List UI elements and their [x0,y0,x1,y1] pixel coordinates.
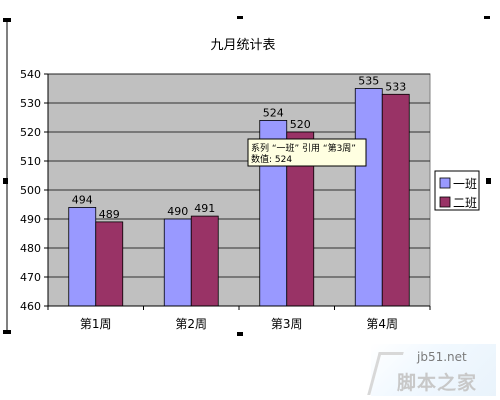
bar-二班-第2周[interactable] [190,215,219,307]
y-tick-label: 500 [20,184,41,197]
x-tick-label: 第4周 [366,317,398,331]
y-tick-label: 540 [20,68,41,81]
x-tick-label: 第3周 [271,317,303,331]
data-label: 494 [72,193,93,206]
y-tick-label: 480 [20,242,41,255]
data-label: 533 [385,80,406,93]
bar-一班-第4周[interactable] [354,88,383,307]
y-tick-label: 520 [20,126,41,139]
x-tick-label: 第2周 [175,317,207,331]
data-label: 491 [194,202,215,215]
legend-swatch [439,177,451,189]
site-watermark: jb51.net 脚本之家 [367,344,496,396]
bar-二班-第1周[interactable] [95,221,124,307]
tooltip-line1: 系列 “一班” 引用 “第3周” [251,142,356,154]
data-tooltip: 系列 “一班” 引用 “第3周” 数值: 524 [247,138,367,167]
x-axis: 第1周 第2周 第3周 第4周 [47,305,431,331]
y-tick-label: 510 [20,155,41,168]
chart-title[interactable]: 九月统计表 [210,38,275,53]
y-tick-label: 530 [20,97,41,110]
y-axis: 460 470 480 490 500 510 520 530 540 [20,68,49,313]
y-tick-label: 490 [20,213,41,226]
data-label: 535 [358,75,379,88]
bar-一班-第1周[interactable] [68,206,97,307]
legend-label: 一班 [453,177,477,191]
chart-selection-frame [3,16,491,336]
y-tick-label: 470 [20,271,41,284]
data-labels: 494 489 490 491 524 520 535 533 [72,75,407,221]
y-tick-label: 460 [20,300,41,313]
watermark-name: 脚本之家 [397,372,478,394]
data-label: 489 [99,208,120,221]
tooltip-line2: 数值: 524 [251,153,292,165]
data-label: 524 [263,106,284,119]
x-tick-label: 第1周 [80,317,112,331]
data-label: 490 [167,205,188,218]
legend-label: 二班 [453,196,477,210]
legend-swatch [439,196,451,208]
bar-二班-第4周[interactable] [381,93,410,307]
data-label: 520 [290,118,311,131]
watermark-url: jb51.net [417,350,467,364]
bar-一班-第2周[interactable] [163,218,192,307]
